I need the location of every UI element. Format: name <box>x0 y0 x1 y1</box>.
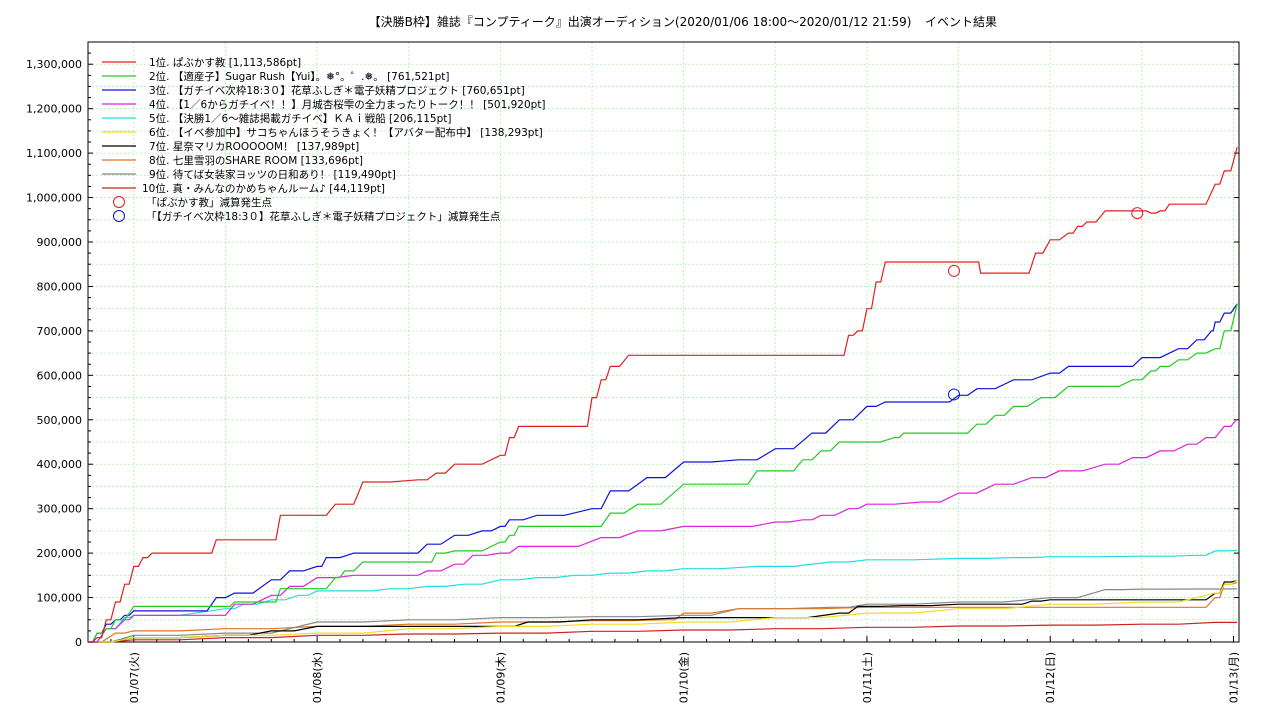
legend-label: 6位. 【イベ参加中】サコちゃんほうそうきょく！【アバター配布中】 [138,2… <box>149 126 543 139</box>
series-line-2 <box>88 303 1238 643</box>
y-tick-label: 400,000 <box>37 458 83 471</box>
legend-label: 7位. 星奈マリカROOOOOM！ [137,989pt] <box>149 140 359 153</box>
chart-subtitle: イベント結果 <box>925 15 997 29</box>
x-tick-label: 01/10(金) <box>677 652 691 703</box>
grid-lines <box>88 42 1239 642</box>
series-line-3 <box>88 303 1238 643</box>
legend-label: 「ぱぶかす教」減算発生点 <box>146 196 272 209</box>
y-tick-label: 1,200,000 <box>26 103 82 116</box>
legend-label: 4位. 【1／6からガチイベ！！】月城杏桜雫の全力まったりトーク！！ [501,… <box>149 98 546 111</box>
x-tick-label: 01/11(土) <box>861 652 874 703</box>
x-axis: 01/07(火) 01/08(水) 01/09(木) 01/10(金) 01/11(土)… <box>87 636 1241 703</box>
y-tick-label: 1,100,000 <box>26 147 82 160</box>
chart-title: 【決勝B枠】雑誌『コンプティーク』出演オーディション(2020/01/06 18… <box>369 14 912 29</box>
reduction-marker-1 <box>1131 207 1144 220</box>
x-tick-label: 01/07(火) <box>128 652 141 703</box>
series-line-9 <box>88 588 1238 643</box>
series-lines <box>88 146 1238 643</box>
legend-label: 9位. 待てば女装家ヨッツの日和あり！ [119,490pt] <box>149 168 396 181</box>
reduction-marker-1 <box>947 264 960 277</box>
y-tick-label: 800,000 <box>37 280 83 293</box>
y-tick-label: 300,000 <box>37 503 83 516</box>
y-tick-label: 1,300,000 <box>26 58 82 71</box>
reduction-marker-2 <box>947 388 960 401</box>
y-tick-label: 600,000 <box>37 369 83 382</box>
series-line-1 <box>88 146 1238 643</box>
legend-label: 2位. 【適産子】Sugar Rush【Yui】。❅°。゜.❅。 [761,52… <box>149 70 449 83</box>
series-line-6 <box>88 579 1238 643</box>
y-tick-label: 700,000 <box>37 325 83 338</box>
legend-label: 8位. 七里雪羽のSHARE ROOM [133,696pt] <box>149 154 363 167</box>
y-tick-label: 1,000,000 <box>26 192 82 205</box>
legend-label: 3位. 【ガチイベ次枠18:3０】花草ふしぎ＊電子妖精プロジェクト [760,6… <box>149 84 525 97</box>
series-line-8 <box>88 582 1238 643</box>
legend-marker <box>113 196 125 208</box>
x-tick-label: 01/13(月) <box>1228 652 1241 703</box>
markers <box>947 207 1144 401</box>
y-tick-label: 0 <box>75 636 82 649</box>
x-tick-label: 01/08(水) <box>311 652 324 703</box>
series-line-10 <box>88 621 1238 643</box>
y-tick-label: 500,000 <box>37 414 83 427</box>
series-line-7 <box>88 580 1238 643</box>
legend: 1位. ぱぶかす教 [1,113,586pt]2位. 【適産子】Sugar Ru… <box>102 56 546 223</box>
y-tick-label: 100,000 <box>37 592 83 605</box>
x-tick-label: 01/09(木) <box>494 652 507 703</box>
legend-label: 「【ガチイベ次枠18:3０】花草ふしぎ＊電子妖精プロジェクト」減算発生点 <box>146 210 500 223</box>
legend-label: 10位. 真・みんなのかめちゃんルーム♪ [44,119pt] <box>142 182 385 195</box>
legend-label: 1位. ぱぶかす教 [1,113,586pt] <box>149 56 301 69</box>
y-axis: 0 100,000 200,000 300,000 400,000 500,000 600,… <box>26 52 1239 649</box>
legend-label: 5位. 【決勝1／6〜雑誌掲載ガチイベ】ＫＡｉ戦船 [206,115pt] <box>149 112 451 125</box>
y-tick-label: 900,000 <box>37 236 83 249</box>
y-tick-label: 200,000 <box>37 547 83 560</box>
x-tick-label: 01/12(日) <box>1044 652 1057 703</box>
legend-marker <box>113 210 125 222</box>
series-line-4 <box>88 418 1238 643</box>
series-line-5 <box>88 549 1238 643</box>
